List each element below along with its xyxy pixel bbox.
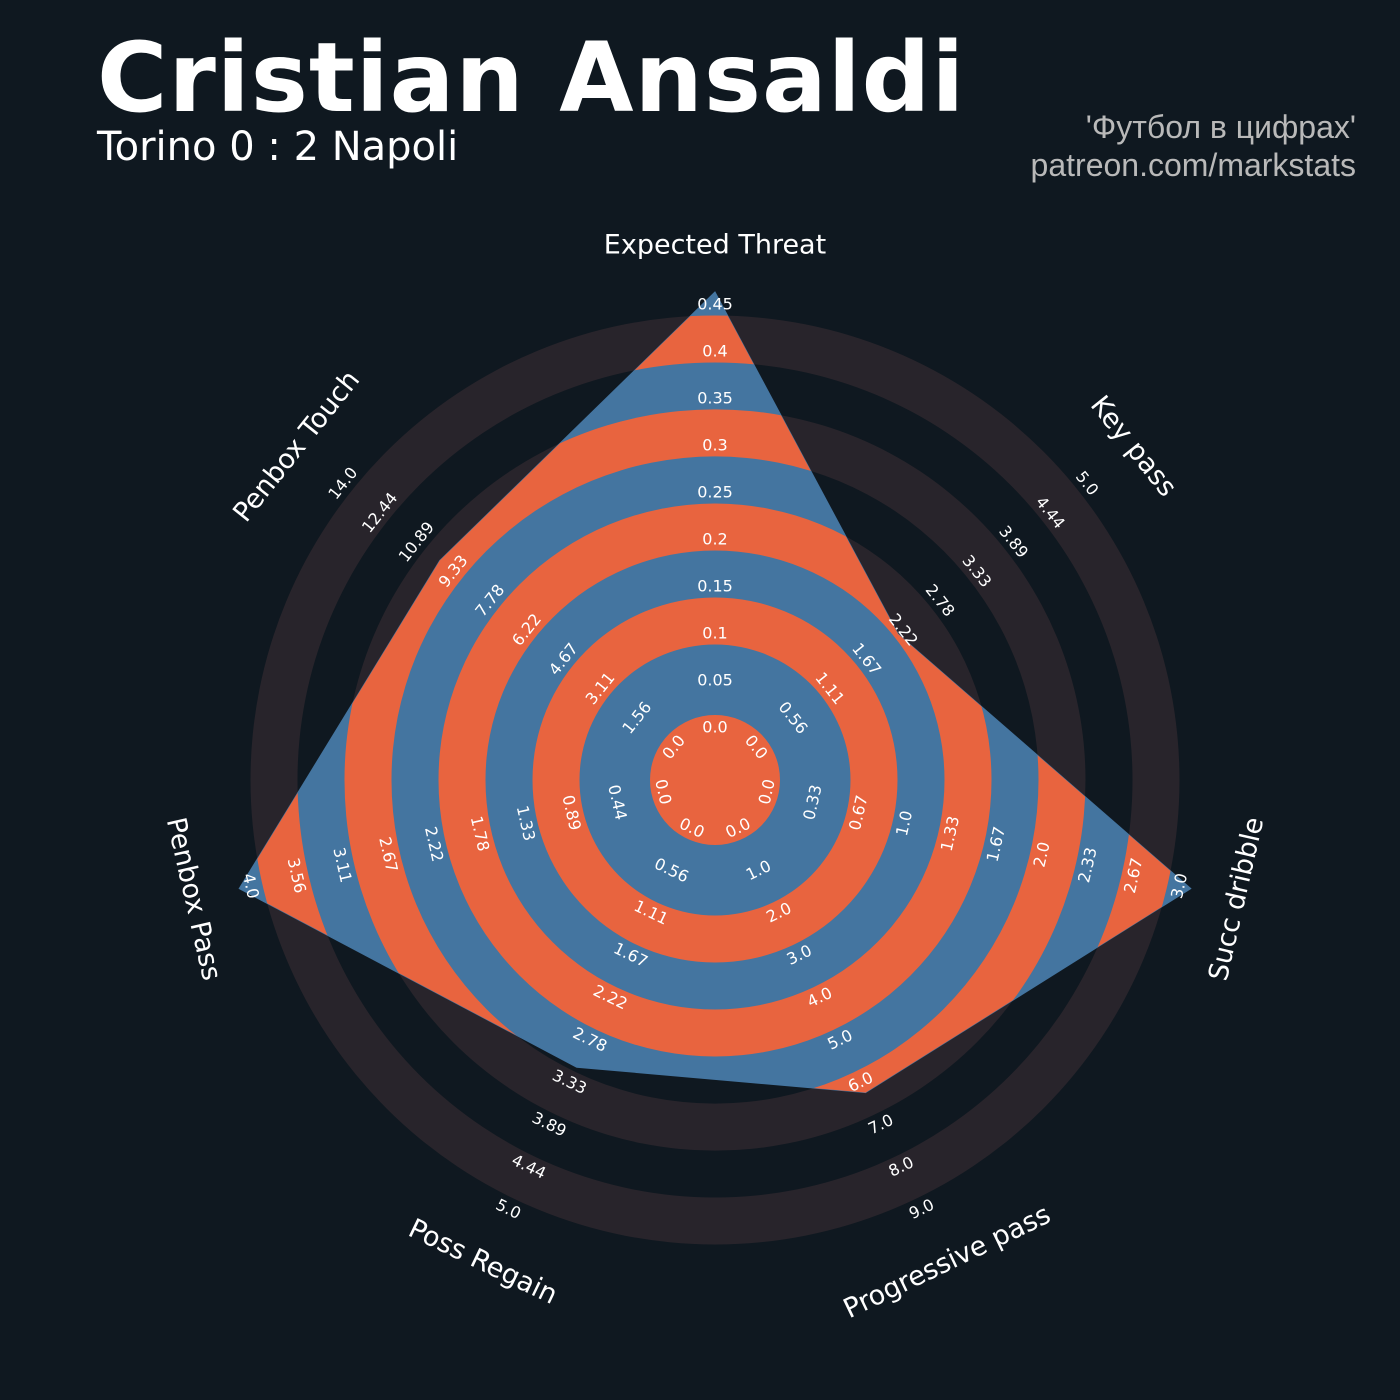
tick-label: 0.35 (697, 389, 733, 408)
radar-polygon-layer (238, 291, 1192, 1094)
tick-label: 0.05 (697, 671, 733, 690)
tick-label: 0.3 (702, 436, 727, 455)
radar-center-disc (650, 715, 780, 845)
player-name-title: Cristian Ansaldi (97, 22, 966, 134)
tick-label: 0.2 (702, 530, 727, 549)
parameter-label: Poss Regain (404, 1213, 563, 1311)
tick-label: 0.45 (697, 295, 733, 314)
tick-label: 0.15 (697, 577, 733, 596)
tick-label: 0.1 (702, 624, 727, 643)
credit-line-patreon: patreon.com/markstats (1030, 147, 1356, 183)
credits: 'Футбол в цифрах' patreon.com/markstats (1031, 108, 1356, 184)
parameter-label: Expected Threat (604, 230, 826, 261)
tick-label: 0.4 (702, 342, 727, 361)
parameter-label: Progressive pass (839, 1199, 1056, 1325)
tick-label: 0.25 (697, 483, 733, 502)
parameter-label: Penbox Pass (160, 815, 227, 984)
match-subtitle: Torino 0 : 2 Napoli (97, 124, 459, 170)
parameter-label: Succ dribble (1203, 814, 1270, 983)
credit-line-channel: 'Футбол в цифрах' (1085, 109, 1356, 145)
tick-label: 0.0 (702, 718, 727, 737)
